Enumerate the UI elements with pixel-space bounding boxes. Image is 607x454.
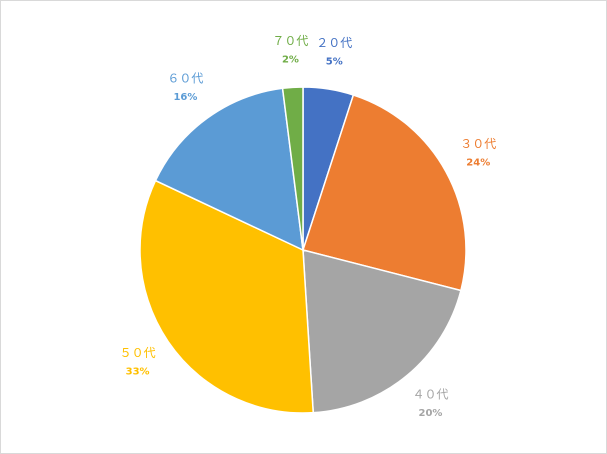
pie-slice xyxy=(139,179,315,414)
slice-label: ７０代 xyxy=(272,34,308,48)
slice-label: ２０代 xyxy=(316,36,352,50)
slice-label: ４０代 xyxy=(412,388,448,402)
slice-value-label: 33% xyxy=(126,366,150,377)
slice-label: ６０代 xyxy=(167,72,203,86)
slice-value-label: 5% xyxy=(326,56,343,67)
pie-slice xyxy=(302,94,467,292)
slice-label: ３０代 xyxy=(460,137,496,151)
slice-value-label: 2% xyxy=(282,54,299,65)
pie-slice xyxy=(302,249,462,414)
slice-value-label: 24% xyxy=(466,158,490,169)
pie-slice xyxy=(281,86,304,251)
slice-value-label: 16% xyxy=(173,92,197,103)
slice-value-label: 20% xyxy=(419,408,443,419)
slice-label: ５０代 xyxy=(120,346,156,360)
pie-slice xyxy=(154,87,304,252)
